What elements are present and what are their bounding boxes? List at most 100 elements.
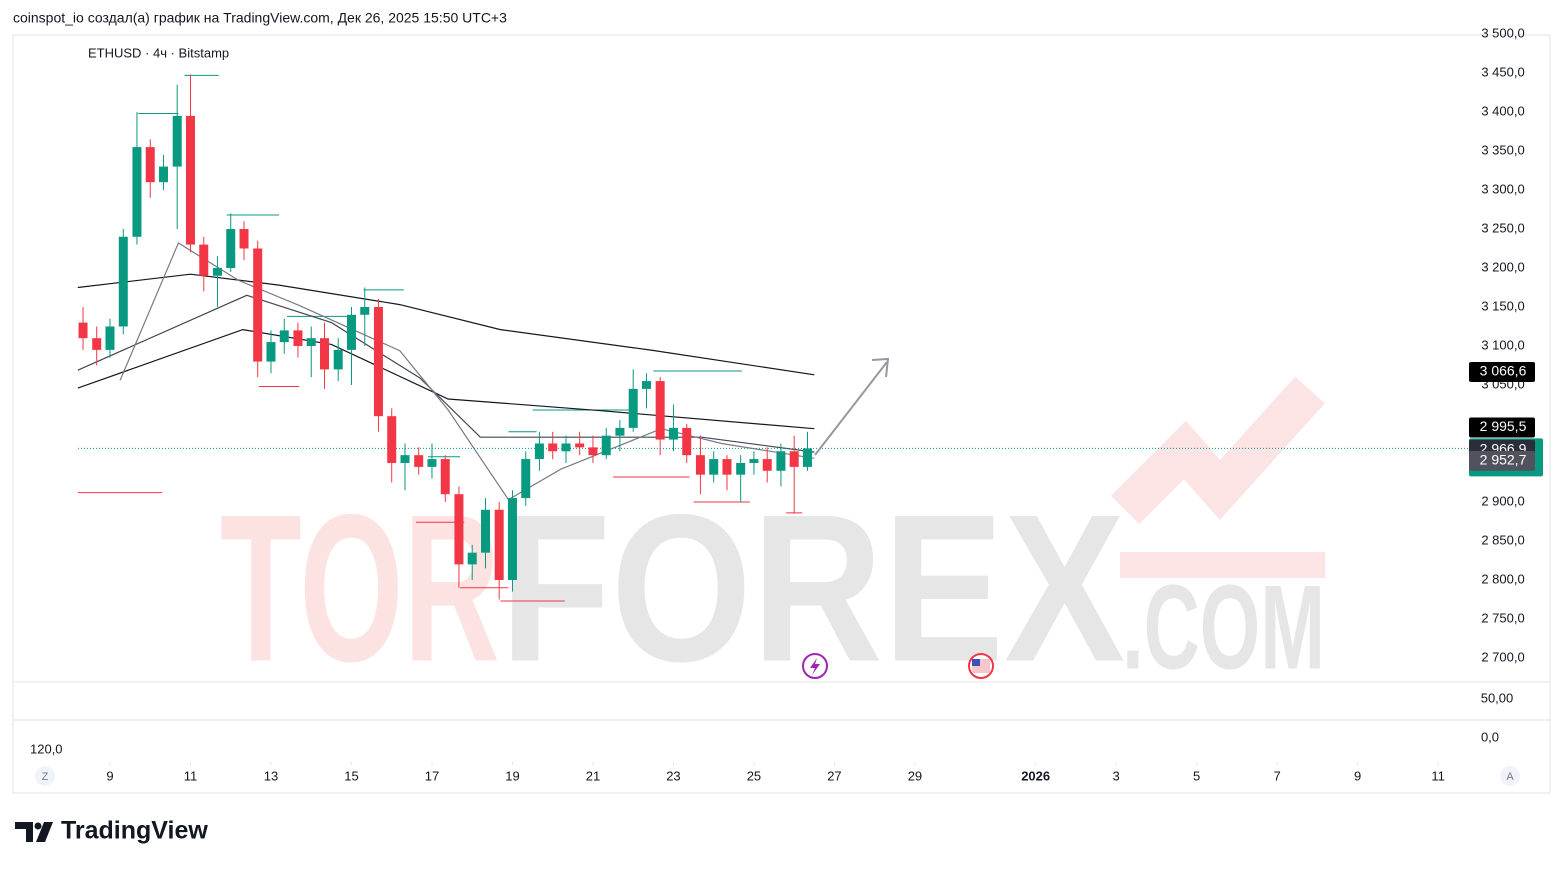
- candle-body: [427, 459, 437, 467]
- candle-body: [239, 228, 249, 249]
- x-tick-label: 7: [1274, 768, 1281, 783]
- y-tick-label: 3 250,0: [1481, 220, 1524, 235]
- price-label-box: [1469, 362, 1535, 383]
- x-tick-label: 19: [505, 768, 519, 783]
- candle-body: [92, 338, 102, 350]
- candle-body: [736, 462, 746, 475]
- watermark-arrow: [1110, 376, 1325, 525]
- candle-body: [695, 455, 705, 475]
- y-tick-label: 2 750,0: [1481, 610, 1524, 625]
- nav-button[interactable]: [1500, 766, 1520, 786]
- y-tick-label: 2 850,0: [1481, 532, 1524, 547]
- x-tick-label: 21: [586, 768, 600, 783]
- footer-logo-text: TradingView: [61, 817, 208, 845]
- candle-body: [333, 349, 343, 370]
- y-tick-label: 3 100,0: [1481, 337, 1524, 352]
- x-tick-label: 29: [908, 768, 922, 783]
- symbol-title: ETHUSD · 4ч · Bitstamp: [88, 45, 229, 60]
- candle-body: [668, 427, 678, 440]
- lower-tick-label: 0,0: [1481, 729, 1499, 744]
- nav-button-label: A: [1506, 771, 1514, 783]
- lower-tick-label: 50,00: [1481, 690, 1514, 705]
- y-tick-label: 3 500,0: [1481, 25, 1524, 40]
- y-tick-label: 3 400,0: [1481, 103, 1524, 118]
- price-label-box: [1469, 417, 1535, 438]
- price-label: 3 066,6: [1480, 363, 1527, 379]
- x-tick-label: 13: [264, 768, 278, 783]
- watermark-bar: [1120, 552, 1325, 578]
- candle-body: [454, 494, 464, 565]
- candle-body: [185, 115, 195, 245]
- candle-body: [132, 147, 142, 237]
- candle-body: [78, 322, 88, 339]
- chart-frame: [12, 34, 1551, 794]
- y-tick-label: 3 300,0: [1481, 181, 1524, 196]
- y-tick-label: 2 900,0: [1481, 493, 1524, 508]
- tv-logo: TradingView: [15, 817, 208, 845]
- x-tick-label: 25: [747, 768, 761, 783]
- logo-mark: [34, 822, 42, 830]
- x-tick-label: 9: [106, 768, 113, 783]
- plot: [77, 74, 1480, 602]
- candle-body: [575, 443, 585, 448]
- candle-body: [548, 443, 558, 452]
- watermark-com: .COM: [1122, 561, 1325, 695]
- candle-body: [266, 342, 276, 362]
- candle-body: [400, 455, 410, 463]
- logo-mark: [36, 822, 53, 842]
- candle-body: [199, 244, 209, 276]
- header: coinspot_io создал(а) график на TradingV…: [13, 10, 507, 26]
- event-icon-bolt: [810, 658, 820, 675]
- candle-body: [346, 314, 356, 350]
- y-tick-label: 2 700,0: [1481, 649, 1524, 664]
- y-tick-label: 3 200,0: [1481, 259, 1524, 274]
- candle-body: [561, 443, 571, 452]
- price-label: 2 995,5: [1480, 418, 1527, 434]
- candle-body: [628, 388, 638, 428]
- logo-mark: [15, 822, 33, 842]
- candle-body: [588, 447, 598, 456]
- nav-button-label: Z: [42, 771, 49, 783]
- candle-body: [762, 459, 772, 471]
- candle-body: [279, 330, 289, 343]
- candle-body: [534, 443, 544, 460]
- x-tick-label: 11: [1431, 768, 1445, 783]
- price-label: 2 952,7: [1480, 452, 1527, 468]
- drawn-arrow-head: [871, 357, 890, 378]
- x-tick-label: 3: [1113, 768, 1120, 783]
- candle-body: [480, 509, 490, 553]
- candle-body: [601, 435, 611, 456]
- candle-body: [722, 459, 732, 475]
- candle-body: [414, 455, 424, 467]
- candle-body: [709, 459, 719, 475]
- candle-body: [293, 330, 303, 346]
- candle-body: [212, 267, 222, 276]
- candle-body: [467, 552, 477, 565]
- flag-canton: [972, 659, 980, 666]
- candle-body: [360, 306, 370, 315]
- drawn-arrow: [814, 361, 888, 456]
- candle-body: [387, 416, 397, 463]
- x-tick-label: 9: [1354, 768, 1361, 783]
- candle-body: [682, 427, 692, 456]
- candle-body: [145, 147, 155, 183]
- candle-body: [172, 115, 182, 167]
- candle-body: [320, 338, 330, 370]
- candle-body: [802, 448, 812, 467]
- price-label-box: [1469, 450, 1535, 471]
- nav-button[interactable]: [35, 766, 55, 786]
- candle-body: [440, 459, 450, 495]
- candle-body: [105, 326, 115, 350]
- x-tick-label: 23: [666, 768, 680, 783]
- lower-pane-label: 120,0: [30, 741, 63, 756]
- x-tick-label: 17: [425, 768, 439, 783]
- candle-body: [253, 248, 263, 362]
- candle-body: [655, 381, 665, 440]
- y-tick-label: 2 800,0: [1481, 571, 1524, 586]
- candle-body: [118, 236, 128, 327]
- candle-body: [615, 427, 625, 436]
- candle-body: [159, 166, 169, 183]
